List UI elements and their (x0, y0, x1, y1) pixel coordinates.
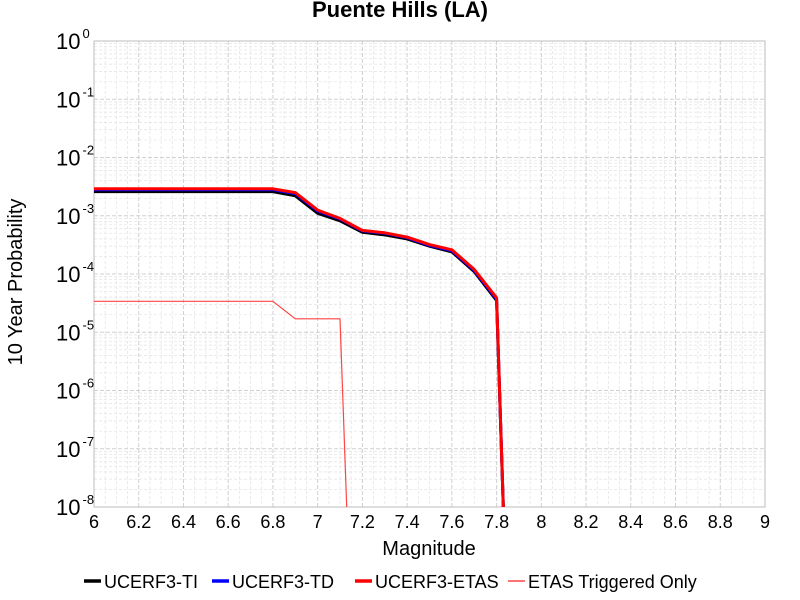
y-tick-label: 10 -6 (56, 376, 94, 404)
legend-label: UCERF3-TI (104, 572, 198, 592)
legend-label: UCERF3-ETAS (375, 572, 499, 592)
series-line-ucerf3-td (94, 188, 505, 508)
x-tick-label: 8.2 (574, 512, 599, 532)
legend-label: UCERF3-TD (232, 572, 334, 592)
x-tick-label: 6.6 (216, 512, 241, 532)
x-axis-label: Magnitude (382, 538, 475, 560)
y-tick-label: 10 -4 (56, 259, 94, 287)
x-tick-label: 6.2 (126, 512, 151, 532)
y-tick-label: 10 -5 (56, 317, 94, 345)
x-tick-label: 8.8 (708, 512, 733, 532)
x-tick-label: 6.4 (171, 512, 196, 532)
x-tick-label: 8 (536, 512, 546, 532)
chart-title: Puente Hills (LA) (312, 0, 488, 22)
series-line-ucerf3-etas (94, 187, 505, 508)
legend: UCERF3-TI UCERF3-TD UCERF3-ETAS ETAS Trigge… (84, 572, 697, 592)
x-tick-label: 7.6 (439, 512, 464, 532)
y-tick-label: 10 0 (56, 26, 90, 54)
y-tick-label: 10 -1 (56, 84, 94, 112)
y-tick-label: 10 -2 (56, 143, 94, 171)
plot-area (93, 40, 766, 508)
x-tick-label: 7 (313, 512, 323, 532)
x-axis-ticks: 6 6.2 6.4 6.6 6.8 7 7.2 7.4 7.6 7.8 8 8.2 8.4 8.6 8.8 9 (89, 512, 770, 532)
legend-label: ETAS Triggered Only (528, 572, 697, 592)
x-tick-label: 7.4 (395, 512, 420, 532)
x-tick-label: 8.4 (618, 512, 643, 532)
x-tick-label: 8.6 (663, 512, 688, 532)
x-tick-label: 9 (760, 512, 770, 532)
x-tick-label: 6 (89, 512, 99, 532)
x-tick-label: 7.8 (484, 512, 509, 532)
series-lines (94, 187, 505, 508)
x-tick-label: 7.2 (350, 512, 375, 532)
y-tick-label: 10 -3 (56, 201, 94, 229)
x-tick-label: 6.8 (260, 512, 285, 532)
y-tick-label: 10 -7 (56, 434, 94, 462)
series-line-etas-triggered-only (94, 300, 348, 508)
y-axis-label: 10 Year Probability (5, 199, 27, 366)
